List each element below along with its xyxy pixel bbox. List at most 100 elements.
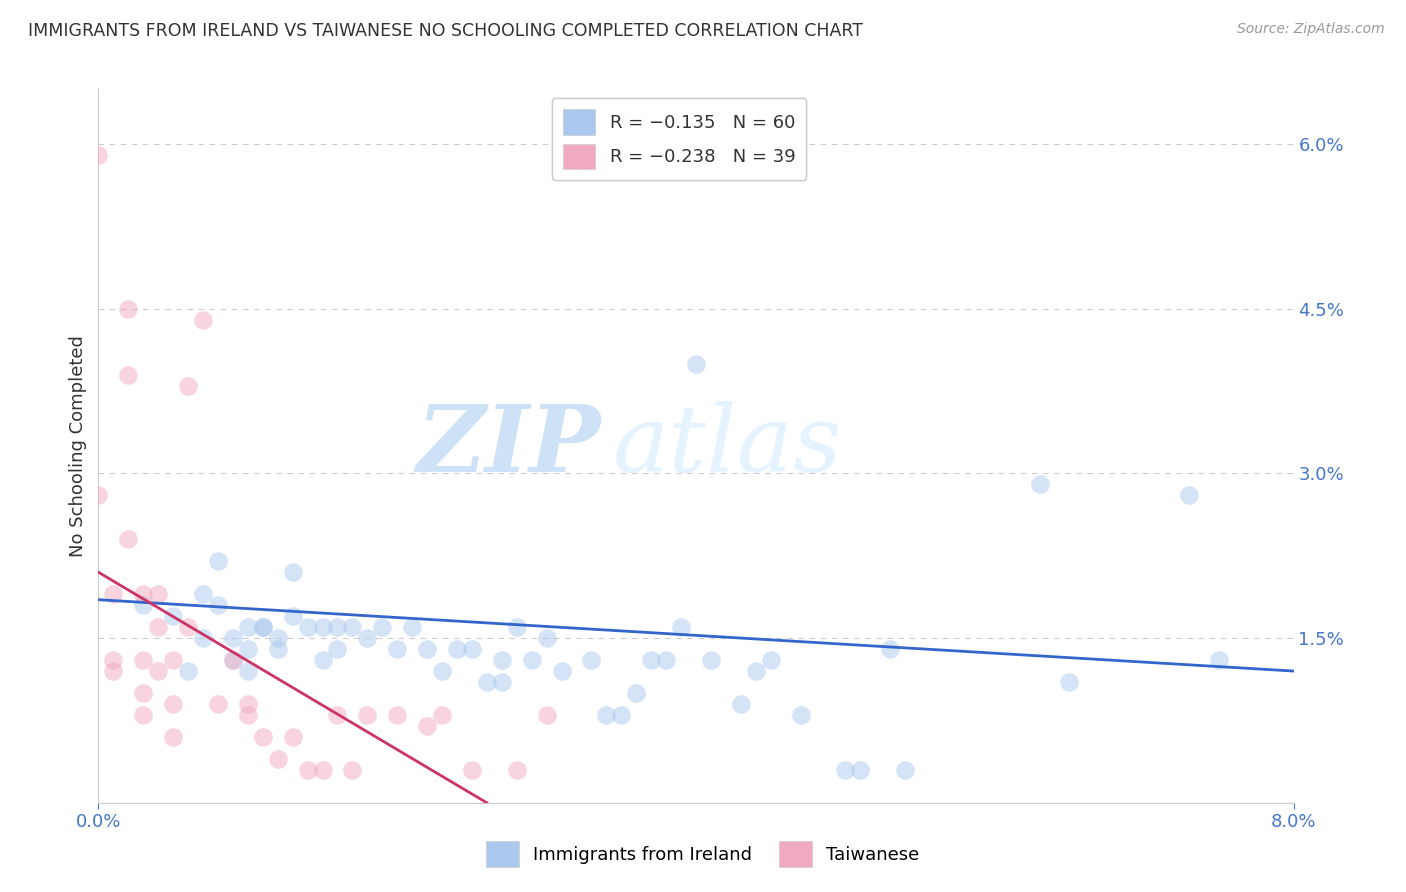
Point — [267, 631, 290, 645]
Point — [506, 763, 529, 777]
Point — [834, 763, 856, 777]
Point — [536, 708, 558, 723]
Point — [267, 752, 290, 766]
Point — [491, 675, 513, 690]
Point — [222, 653, 245, 667]
Point — [700, 653, 723, 667]
Point — [730, 697, 752, 711]
Point — [207, 697, 229, 711]
Point — [342, 763, 364, 777]
Point — [117, 368, 139, 382]
Text: IMMIGRANTS FROM IRELAND VS TAIWANESE NO SCHOOLING COMPLETED CORRELATION CHART: IMMIGRANTS FROM IRELAND VS TAIWANESE NO … — [28, 22, 863, 40]
Legend: Immigrants from Ireland, Taiwanese: Immigrants from Ireland, Taiwanese — [479, 834, 927, 874]
Point — [207, 598, 229, 612]
Point — [191, 587, 214, 601]
Point — [281, 566, 304, 580]
Point — [267, 642, 290, 657]
Point — [311, 763, 333, 777]
Point — [162, 653, 184, 667]
Point — [894, 763, 917, 777]
Point — [581, 653, 603, 667]
Point — [162, 730, 184, 744]
Point — [461, 763, 484, 777]
Point — [745, 664, 768, 678]
Point — [430, 708, 453, 723]
Point — [252, 620, 274, 634]
Point — [177, 378, 200, 392]
Point — [236, 642, 259, 657]
Point — [103, 664, 125, 678]
Point — [669, 620, 692, 634]
Point — [103, 587, 125, 601]
Point — [326, 620, 349, 634]
Point — [385, 642, 409, 657]
Point — [311, 620, 333, 634]
Point — [685, 357, 707, 371]
Point — [759, 653, 782, 667]
Point — [356, 631, 378, 645]
Point — [879, 642, 901, 657]
Point — [1178, 488, 1201, 502]
Point — [640, 653, 662, 667]
Point — [191, 312, 214, 326]
Point — [236, 708, 259, 723]
Point — [297, 620, 319, 634]
Point — [550, 664, 572, 678]
Point — [326, 708, 349, 723]
Point — [87, 148, 110, 162]
Point — [252, 620, 274, 634]
Point — [326, 642, 349, 657]
Point — [491, 653, 513, 667]
Point — [446, 642, 468, 657]
Point — [1059, 675, 1081, 690]
Point — [624, 686, 647, 700]
Point — [132, 587, 155, 601]
Point — [236, 664, 259, 678]
Text: ZIP: ZIP — [416, 401, 600, 491]
Point — [117, 301, 139, 316]
Point — [148, 620, 170, 634]
Point — [416, 719, 439, 733]
Point — [162, 609, 184, 624]
Point — [789, 708, 811, 723]
Point — [132, 708, 155, 723]
Point — [162, 697, 184, 711]
Point — [117, 533, 139, 547]
Point — [311, 653, 333, 667]
Point — [87, 488, 110, 502]
Point — [281, 730, 304, 744]
Point — [132, 686, 155, 700]
Text: Source: ZipAtlas.com: Source: ZipAtlas.com — [1237, 22, 1385, 37]
Point — [177, 664, 200, 678]
Point — [281, 609, 304, 624]
Y-axis label: No Schooling Completed: No Schooling Completed — [69, 335, 87, 557]
Point — [506, 620, 529, 634]
Point — [207, 554, 229, 568]
Point — [655, 653, 678, 667]
Point — [222, 631, 245, 645]
Point — [849, 763, 872, 777]
Point — [191, 631, 214, 645]
Text: atlas: atlas — [613, 401, 842, 491]
Legend: R = −0.135   N = 60, R = −0.238   N = 39: R = −0.135 N = 60, R = −0.238 N = 39 — [553, 98, 807, 180]
Point — [222, 653, 245, 667]
Point — [148, 664, 170, 678]
Point — [461, 642, 484, 657]
Point — [536, 631, 558, 645]
Point — [1028, 477, 1050, 491]
Point — [148, 587, 170, 601]
Point — [475, 675, 498, 690]
Point — [371, 620, 394, 634]
Point — [252, 730, 274, 744]
Point — [236, 620, 259, 634]
Point — [416, 642, 439, 657]
Point — [132, 598, 155, 612]
Point — [177, 620, 200, 634]
Point — [342, 620, 364, 634]
Point — [610, 708, 633, 723]
Point — [385, 708, 409, 723]
Point — [236, 697, 259, 711]
Point — [520, 653, 543, 667]
Point — [356, 708, 378, 723]
Point — [595, 708, 617, 723]
